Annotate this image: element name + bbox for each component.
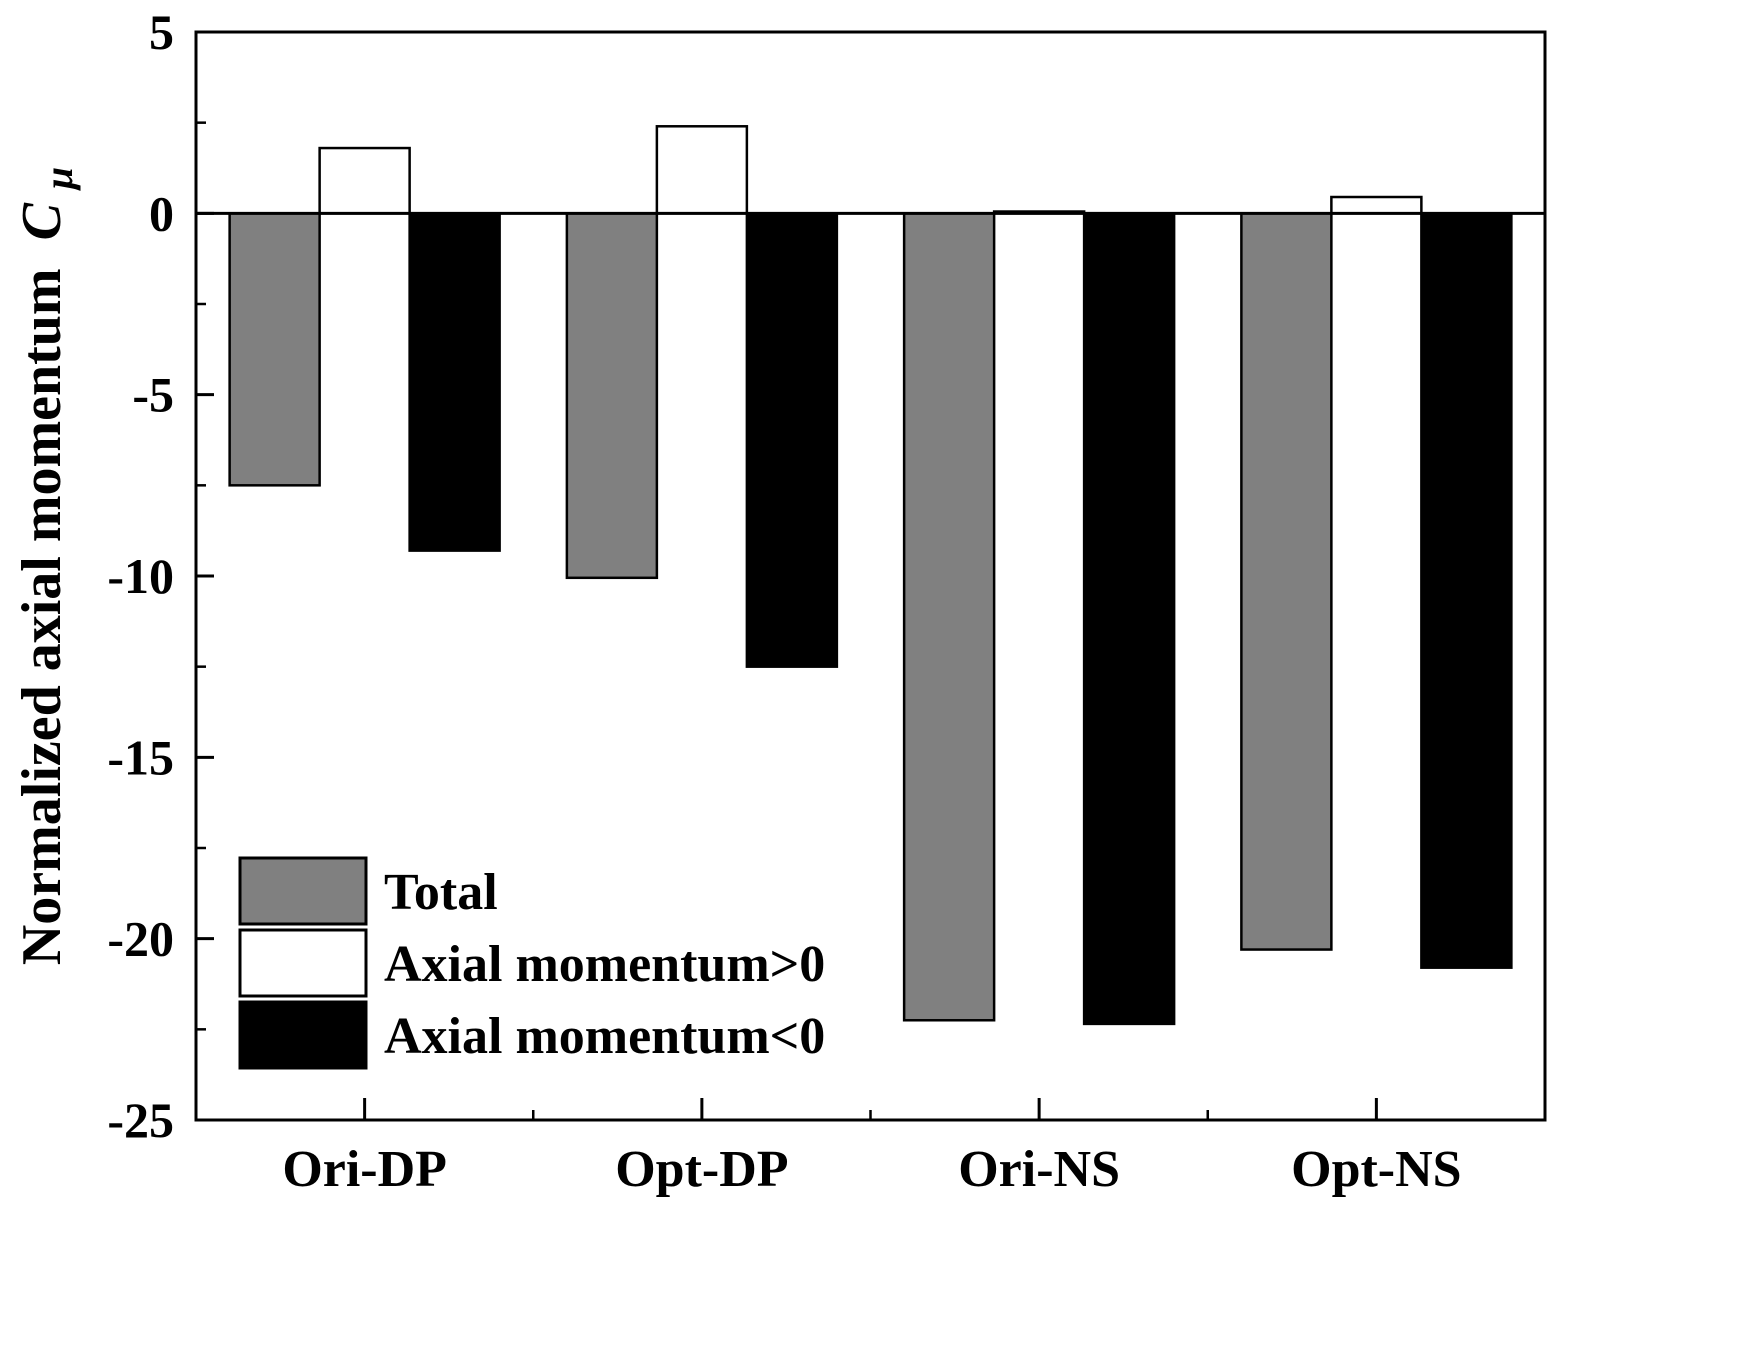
bar-opt-dp-series-0 — [565, 212, 659, 580]
y-tick-label: -20 — [107, 911, 174, 967]
legend: Total Axial momentum>0 Axial momentum<0 — [238, 856, 825, 1070]
bar-opt-ns-series-0 — [1240, 212, 1333, 951]
bar-ori-dp-series-1 — [318, 146, 411, 215]
bar-ori-ns-series-2 — [1082, 212, 1176, 1026]
y-axis-title-symbol: C — [11, 202, 73, 240]
y-axis-title-subscript: μ — [36, 167, 81, 191]
y-tick-label: -15 — [107, 729, 174, 785]
y-tick-label: -5 — [132, 367, 174, 423]
tick-labels-layer: 5 0 -5 -10 -15 -20 -25 — [107, 4, 174, 1148]
legend-swatch-1 — [238, 928, 368, 998]
bar-ori-dp-series-2 — [408, 212, 501, 552]
bar-ori-ns-series-0 — [902, 212, 996, 1022]
x-category-label-ori-dp: Ori-DP — [282, 1141, 447, 1198]
x-category-label-opt-dp: Opt-DP — [615, 1141, 788, 1198]
legend-swatch-2 — [238, 1000, 368, 1070]
bars-layer — [228, 125, 1513, 1026]
bar-opt-dp-series-2 — [745, 212, 839, 668]
bar-ori-dp-series-0 — [228, 212, 321, 487]
x-category-label-ori-ns: Ori-NS — [958, 1141, 1120, 1198]
y-tick-label: -10 — [107, 548, 174, 604]
y-tick-label: 0 — [149, 185, 174, 241]
ticks-layer — [196, 30, 1378, 1122]
category-labels-layer: Ori-DP Opt-DP Ori-NS Opt-NS — [282, 1141, 1461, 1198]
y-tick-label: -25 — [107, 1092, 174, 1148]
y-axis-title: Normalized axial momentum C μ — [11, 167, 81, 965]
y-axis-title-text: Normalized axial momentum — [11, 268, 73, 965]
y-tick-label: 5 — [149, 4, 174, 60]
x-category-label-opt-ns: Opt-NS — [1291, 1141, 1461, 1198]
legend-label-2: Axial momentum<0 — [384, 1008, 825, 1065]
bar-opt-dp-series-1 — [655, 125, 749, 215]
legend-label-1: Axial momentum>0 — [384, 936, 825, 993]
legend-label-0: Total — [384, 864, 498, 921]
bar-opt-ns-series-1 — [1330, 195, 1423, 215]
legend-swatch-0 — [238, 856, 368, 926]
bar-opt-ns-series-2 — [1420, 212, 1513, 969]
